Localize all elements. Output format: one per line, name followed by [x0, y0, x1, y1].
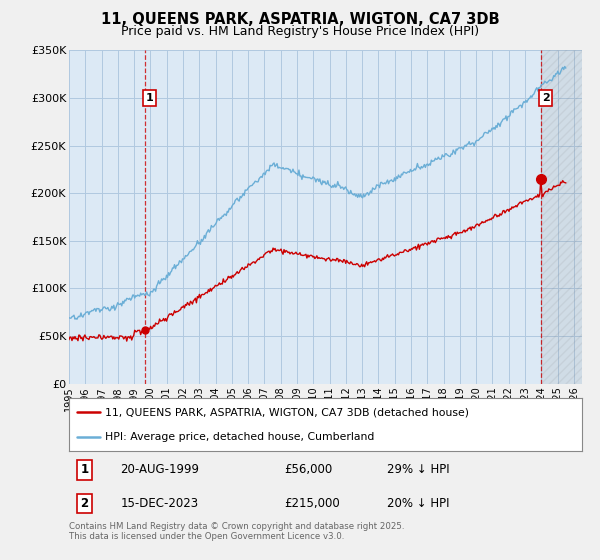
Text: 29% ↓ HPI: 29% ↓ HPI	[387, 463, 449, 477]
Text: HPI: Average price, detached house, Cumberland: HPI: Average price, detached house, Cumb…	[105, 432, 374, 442]
Text: 15-DEC-2023: 15-DEC-2023	[121, 497, 199, 510]
Text: 20% ↓ HPI: 20% ↓ HPI	[387, 497, 449, 510]
Text: £215,000: £215,000	[284, 497, 340, 510]
Text: 11, QUEENS PARK, ASPATRIA, WIGTON, CA7 3DB (detached house): 11, QUEENS PARK, ASPATRIA, WIGTON, CA7 3…	[105, 408, 469, 418]
Text: 11, QUEENS PARK, ASPATRIA, WIGTON, CA7 3DB: 11, QUEENS PARK, ASPATRIA, WIGTON, CA7 3…	[101, 12, 499, 27]
Text: £56,000: £56,000	[284, 463, 333, 477]
Text: Price paid vs. HM Land Registry's House Price Index (HPI): Price paid vs. HM Land Registry's House …	[121, 25, 479, 38]
Text: 2: 2	[80, 497, 88, 510]
Bar	[541, 50, 582, 384]
Text: 1: 1	[146, 93, 154, 103]
Text: Contains HM Land Registry data © Crown copyright and database right 2025.
This d: Contains HM Land Registry data © Crown c…	[69, 522, 404, 542]
Text: 1: 1	[80, 463, 88, 477]
Text: 20-AUG-1999: 20-AUG-1999	[121, 463, 199, 477]
Text: 2: 2	[542, 93, 550, 103]
